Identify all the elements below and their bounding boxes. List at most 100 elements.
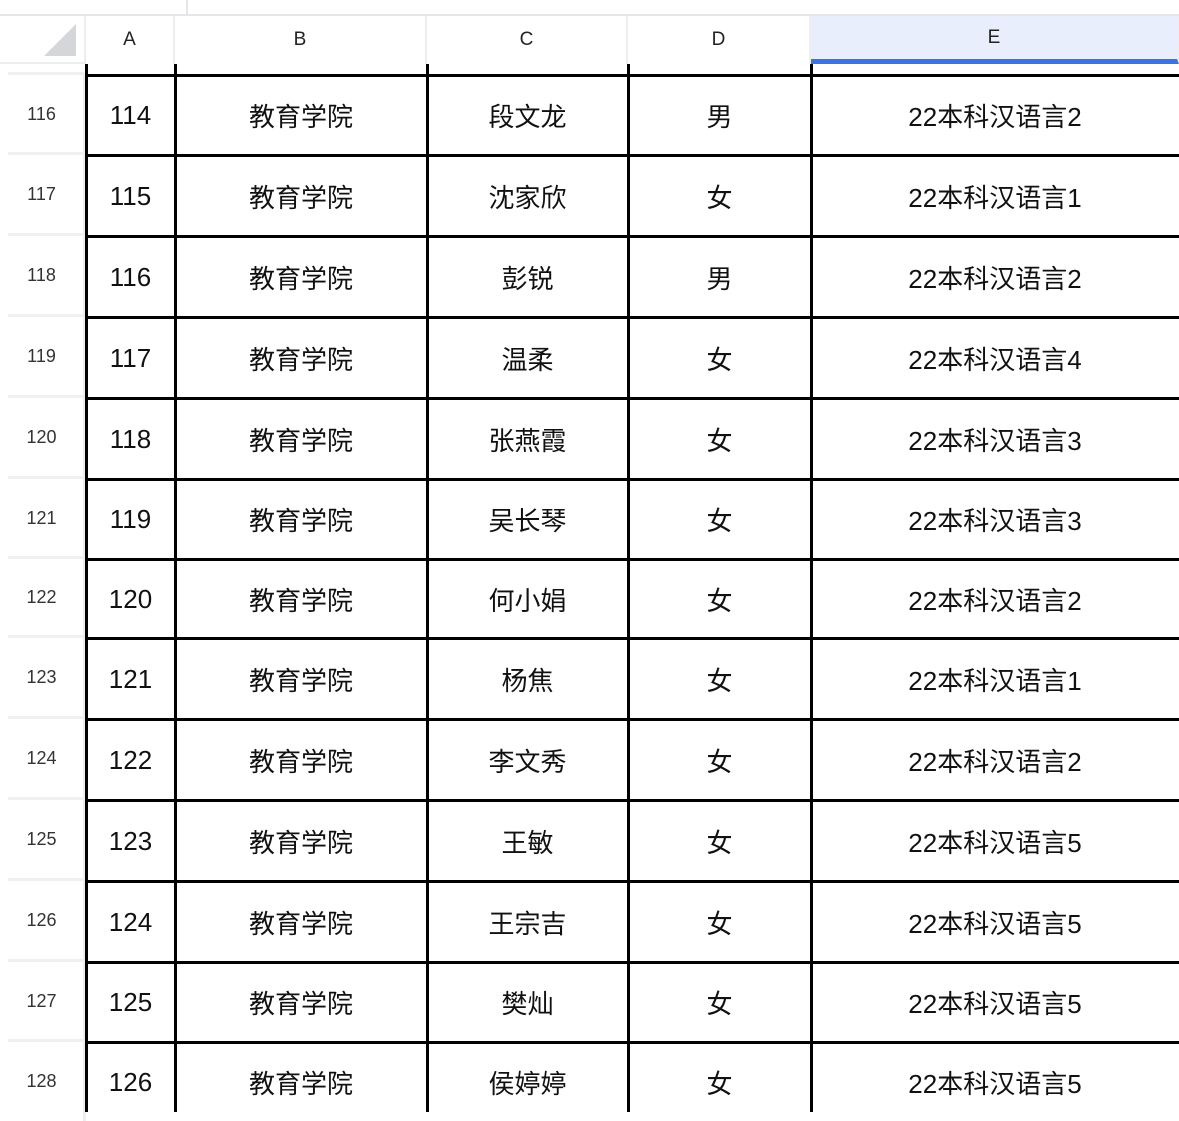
row-header[interactable]: 120 [0, 397, 86, 478]
row-border [86, 316, 1179, 319]
cell-c[interactable]: 温柔 [501, 344, 554, 375]
column-header-b[interactable]: B [175, 16, 427, 64]
cell-e[interactable]: 22本科汉语言5 [908, 827, 1082, 858]
row-header[interactable]: 117 [0, 154, 86, 235]
column-header-d[interactable]: D [628, 16, 811, 64]
cell-c[interactable]: 彭锐 [501, 263, 554, 294]
cell-d[interactable]: 女 [706, 425, 733, 456]
row-header[interactable]: 128 [0, 1041, 86, 1121]
cell-e[interactable]: 22本科汉语言1 [908, 182, 1082, 213]
cell-b[interactable]: 教育学院 [248, 182, 353, 213]
divider [186, 0, 188, 14]
cell-b[interactable]: 教育学院 [248, 827, 353, 858]
row-header[interactable]: 119 [0, 316, 86, 397]
cell-b[interactable]: 教育学院 [248, 908, 353, 939]
cell-e[interactable]: 22本科汉语言3 [908, 506, 1082, 536]
cell-c[interactable]: 沈家欣 [488, 182, 567, 213]
cell-d[interactable]: 女 [706, 908, 733, 939]
cell-c[interactable]: 王宗吉 [488, 908, 567, 939]
row-header[interactable]: 122 [0, 558, 86, 637]
cell-c[interactable]: 李文秀 [488, 746, 567, 777]
row-header[interactable]: 127 [0, 961, 86, 1041]
cell-d[interactable]: 男 [706, 263, 733, 294]
cell-d[interactable]: 女 [706, 989, 733, 1019]
cell-d[interactable]: 女 [706, 665, 733, 696]
cell-a[interactable]: 123 [108, 825, 153, 856]
cell-a[interactable]: 122 [108, 744, 153, 775]
cell-e[interactable]: 22本科汉语言1 [908, 665, 1082, 696]
cell-d[interactable]: 女 [706, 182, 733, 213]
cell-a[interactable]: 120 [108, 583, 153, 614]
cell-a[interactable]: 121 [108, 663, 153, 694]
cell-d[interactable]: 女 [706, 344, 733, 375]
row-border [86, 718, 1179, 721]
cell-a[interactable]: 116 [109, 261, 152, 292]
cell-c[interactable]: 张燕霞 [488, 425, 567, 456]
row-border [86, 961, 1179, 964]
row-header[interactable]: 123 [0, 637, 86, 718]
row-header[interactable]: 126 [0, 880, 86, 961]
cell-d[interactable]: 女 [706, 506, 733, 536]
cell-b[interactable]: 教育学院 [248, 746, 353, 777]
cell-e[interactable]: 22本科汉语言3 [908, 425, 1082, 456]
cell-d[interactable]: 女 [706, 1069, 733, 1099]
cell-c[interactable]: 杨焦 [501, 665, 554, 696]
cell-a[interactable]: 115 [109, 180, 152, 211]
cell-a[interactable]: 114 [109, 100, 152, 130]
row-border [86, 478, 1179, 481]
cell-e[interactable]: 22本科汉语言2 [908, 102, 1082, 132]
cell-b[interactable]: 教育学院 [248, 344, 353, 375]
row-border [86, 154, 1179, 157]
cell-d[interactable]: 男 [706, 102, 733, 132]
cell-d[interactable]: 女 [706, 746, 733, 777]
row-header[interactable]: 125 [0, 799, 86, 880]
cell-c[interactable]: 何小娟 [488, 585, 567, 616]
cell-b[interactable]: 教育学院 [248, 1069, 353, 1099]
row-header[interactable]: 116 [0, 74, 86, 154]
cell-e[interactable]: 22本科汉语言5 [908, 908, 1082, 939]
column-border [174, 64, 177, 1112]
cell-c[interactable]: 樊灿 [501, 989, 554, 1019]
cell-b[interactable]: 教育学院 [248, 263, 353, 294]
cell-e[interactable]: 22本科汉语言5 [908, 989, 1082, 1019]
row-header-divider [8, 476, 84, 479]
cell-e[interactable]: 22本科汉语言5 [908, 1069, 1082, 1099]
cell-e[interactable]: 22本科汉语言2 [908, 585, 1082, 616]
cell-a[interactable]: 125 [108, 987, 153, 1017]
column-header-a[interactable]: A [86, 16, 175, 64]
column-header-e[interactable]: E [811, 16, 1179, 64]
column-border [85, 64, 88, 1112]
row-border [86, 558, 1179, 561]
column-header-c[interactable]: C [427, 16, 628, 64]
formula-bar-strip [0, 0, 1179, 16]
cell-e[interactable]: 22本科汉语言2 [908, 263, 1082, 294]
cell-c[interactable]: 侯婷婷 [488, 1069, 567, 1099]
cell-d[interactable]: 女 [706, 827, 733, 858]
cell-e[interactable]: 22本科汉语言2 [908, 746, 1082, 777]
cell-a[interactable]: 118 [109, 423, 152, 454]
row-header-divider [8, 797, 84, 800]
cell-b[interactable]: 教育学院 [248, 665, 353, 696]
row-header[interactable]: 118 [0, 235, 86, 316]
row-header[interactable]: 124 [0, 718, 86, 799]
cell-d[interactable]: 女 [706, 585, 733, 616]
cell-e[interactable]: 22本科汉语言4 [908, 344, 1082, 375]
cell-c[interactable]: 段文龙 [488, 102, 567, 132]
cell-a[interactable]: 124 [108, 906, 153, 937]
cell-b[interactable]: 教育学院 [248, 989, 353, 1019]
cell-a[interactable]: 117 [109, 342, 152, 373]
cell-b[interactable]: 教育学院 [248, 585, 353, 616]
cell-a[interactable]: 126 [108, 1067, 153, 1097]
cell-c[interactable]: 王敏 [501, 827, 554, 858]
row-header[interactable]: 121 [0, 478, 86, 558]
cell-b[interactable]: 教育学院 [248, 425, 353, 456]
cell-b[interactable]: 教育学院 [248, 506, 353, 536]
cell-c[interactable]: 吴长琴 [488, 506, 567, 536]
cell-a[interactable]: 119 [109, 504, 152, 534]
row-header-divider [8, 314, 84, 317]
column-border [810, 64, 813, 1112]
cell-b[interactable]: 教育学院 [248, 102, 353, 132]
select-all-corner[interactable] [0, 16, 86, 64]
row-border [86, 799, 1179, 802]
row-header-divider [8, 556, 84, 559]
